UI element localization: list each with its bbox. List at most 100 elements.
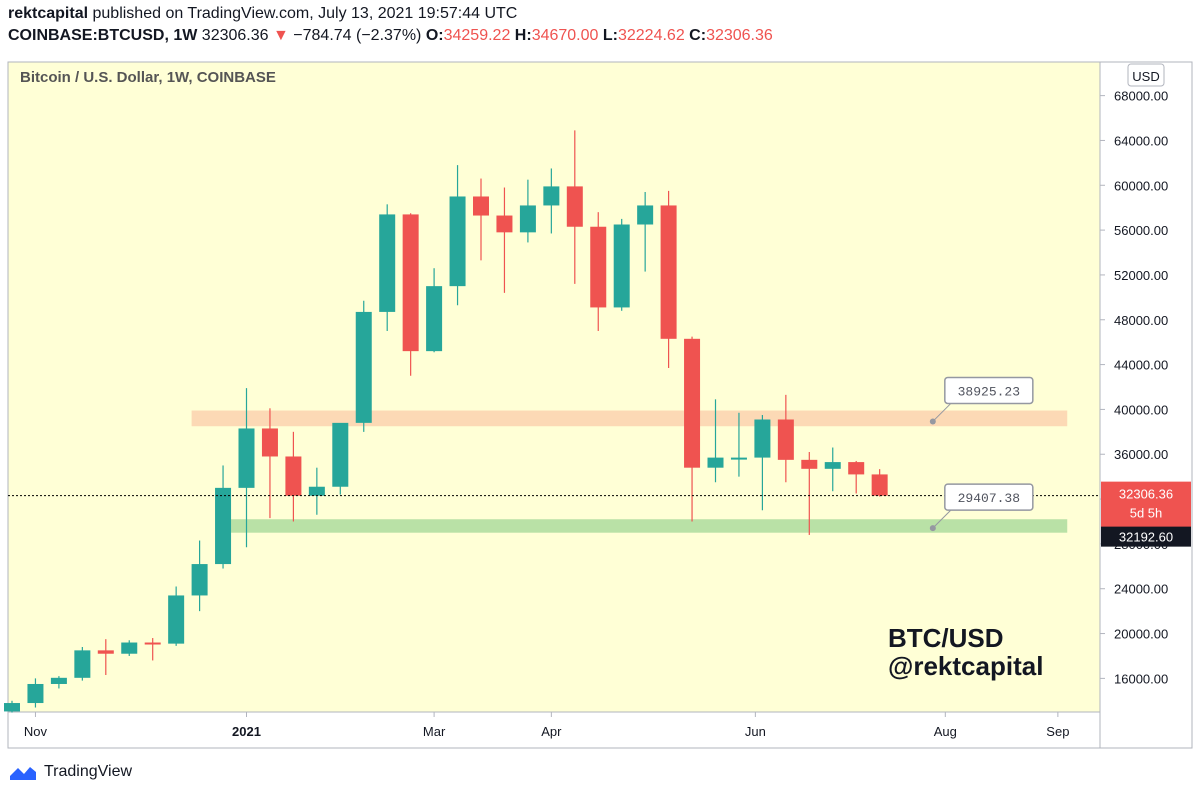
- candle-body: [496, 215, 513, 233]
- open-label: O:: [425, 27, 444, 44]
- down-arrow-icon: ▼: [272, 27, 289, 44]
- currency-badge[interactable]: USD: [1127, 63, 1165, 87]
- candle-body: [332, 422, 349, 487]
- watermark-line2: @rektcapital: [888, 651, 1043, 681]
- candle-body: [285, 456, 302, 496]
- callout-box: [944, 376, 1034, 405]
- candle-body: [97, 650, 114, 654]
- price-axis[interactable]: [1099, 61, 1193, 749]
- y-tick-label: 68000.00: [1114, 89, 1168, 104]
- y-tick-label: 16000.00: [1114, 671, 1168, 686]
- watermark-line1: BTC/USD: [888, 623, 1004, 653]
- crosshair-price-tag: [1101, 526, 1191, 547]
- callout-pointer: [932, 509, 952, 529]
- x-tick-label: Apr: [541, 724, 562, 739]
- candle-body: [473, 196, 489, 216]
- footer: TradingView: [8, 760, 132, 784]
- plot-area[interactable]: [7, 61, 1101, 713]
- y-tick-label: 60000.00: [1114, 178, 1168, 193]
- callout-anchor: [929, 525, 936, 532]
- candle-body: [355, 311, 372, 423]
- chart-title: Bitcoin / U.S. Dollar, 1W, COINBASE: [20, 69, 276, 86]
- callout-anchor: [929, 418, 936, 425]
- candle-body: [801, 459, 818, 469]
- y-tick-label: 40000.00: [1114, 402, 1168, 417]
- close-value: 32306.36: [706, 27, 773, 44]
- candle-body: [74, 650, 91, 678]
- support-zone: [226, 519, 1068, 533]
- candle-body: [121, 642, 138, 654]
- candle-body: [308, 486, 325, 496]
- candle-body: [50, 677, 67, 684]
- candle-body: [426, 286, 443, 352]
- candle-body: [848, 462, 865, 475]
- countdown-label: 5d 5h: [1130, 506, 1163, 521]
- candle-body: [519, 205, 536, 233]
- x-tick-label: Sep: [1046, 724, 1069, 739]
- candle-body: [261, 428, 278, 457]
- x-tick-label: Nov: [24, 724, 48, 739]
- callout-label: 38925.23: [958, 384, 1020, 399]
- x-tick-label: Jun: [745, 724, 766, 739]
- high-label: H:: [514, 27, 532, 44]
- y-tick-label: 56000.00: [1114, 223, 1168, 238]
- y-tick-label: 48000.00: [1114, 313, 1168, 328]
- published-text: published on TradingView.com, July 13, 2…: [92, 5, 518, 22]
- candle-body: [777, 419, 794, 460]
- candle-body: [168, 595, 185, 644]
- symbol-label: COINBASE:BTCUSD, 1W: [8, 27, 198, 44]
- y-tick-label: 24000.00: [1114, 582, 1168, 597]
- candle-body: [144, 642, 161, 645]
- candle-body: [238, 428, 255, 488]
- open-value: 34259.22: [443, 27, 511, 44]
- candle-body: [684, 338, 701, 468]
- author-name[interactable]: rektcapital: [8, 5, 89, 22]
- y-tick-label: 52000.00: [1114, 268, 1168, 283]
- callout-label: 29407.38: [958, 491, 1020, 506]
- last-price: 32306.36: [201, 27, 269, 44]
- currency-label: USD: [1132, 69, 1159, 84]
- high-value: 34670.00: [531, 27, 599, 44]
- last-price-tag: [1101, 481, 1191, 528]
- candle-body: [707, 457, 724, 468]
- crosshair-price-label: 32192.60: [1119, 530, 1173, 545]
- candle-body: [754, 419, 771, 458]
- candle-body: [730, 457, 747, 460]
- x-tick-label: 2021: [232, 724, 261, 739]
- low-value: 32224.62: [617, 27, 685, 44]
- candle-body: [191, 564, 208, 596]
- x-tick-label: Aug: [934, 724, 957, 739]
- resistance-zone: [191, 410, 1068, 427]
- y-tick-label: 44000.00: [1114, 358, 1168, 373]
- y-tick-label: 64000.00: [1114, 133, 1168, 148]
- candle-body: [4, 703, 20, 712]
- x-tick-label: Mar: [423, 724, 446, 739]
- candle-body: [637, 205, 654, 225]
- publish-info: rektcapital published on TradingView.com…: [8, 5, 517, 23]
- candle-body: [543, 186, 560, 206]
- callout-box: [944, 483, 1034, 511]
- close-label: C:: [689, 27, 707, 44]
- candle-body: [402, 214, 419, 352]
- candle-body: [27, 683, 44, 704]
- time-axis[interactable]: [7, 711, 1101, 749]
- candle-body: [613, 224, 630, 308]
- y-tick-label: 20000.00: [1114, 627, 1168, 642]
- candle-body: [566, 186, 583, 227]
- candle-body: [590, 226, 607, 308]
- low-label: L:: [602, 27, 618, 44]
- candle-body: [449, 196, 466, 287]
- tradingview-logo-icon[interactable]: [8, 762, 38, 782]
- ohlc-legend: COINBASE:BTCUSD, 1W 32306.36 ▼ −784.74 (…: [8, 27, 773, 45]
- candle-body: [379, 214, 396, 312]
- candle-body: [824, 462, 841, 469]
- footer-brand[interactable]: TradingView: [44, 763, 133, 780]
- price-change: −784.74 (−2.37%): [293, 27, 422, 44]
- candle-body: [215, 487, 232, 565]
- y-tick-label: 36000.00: [1114, 447, 1168, 462]
- candle-body: [660, 205, 677, 339]
- candle-body: [871, 474, 888, 496]
- last-price-label: 32306.36: [1119, 487, 1173, 502]
- callout-pointer: [932, 403, 952, 422]
